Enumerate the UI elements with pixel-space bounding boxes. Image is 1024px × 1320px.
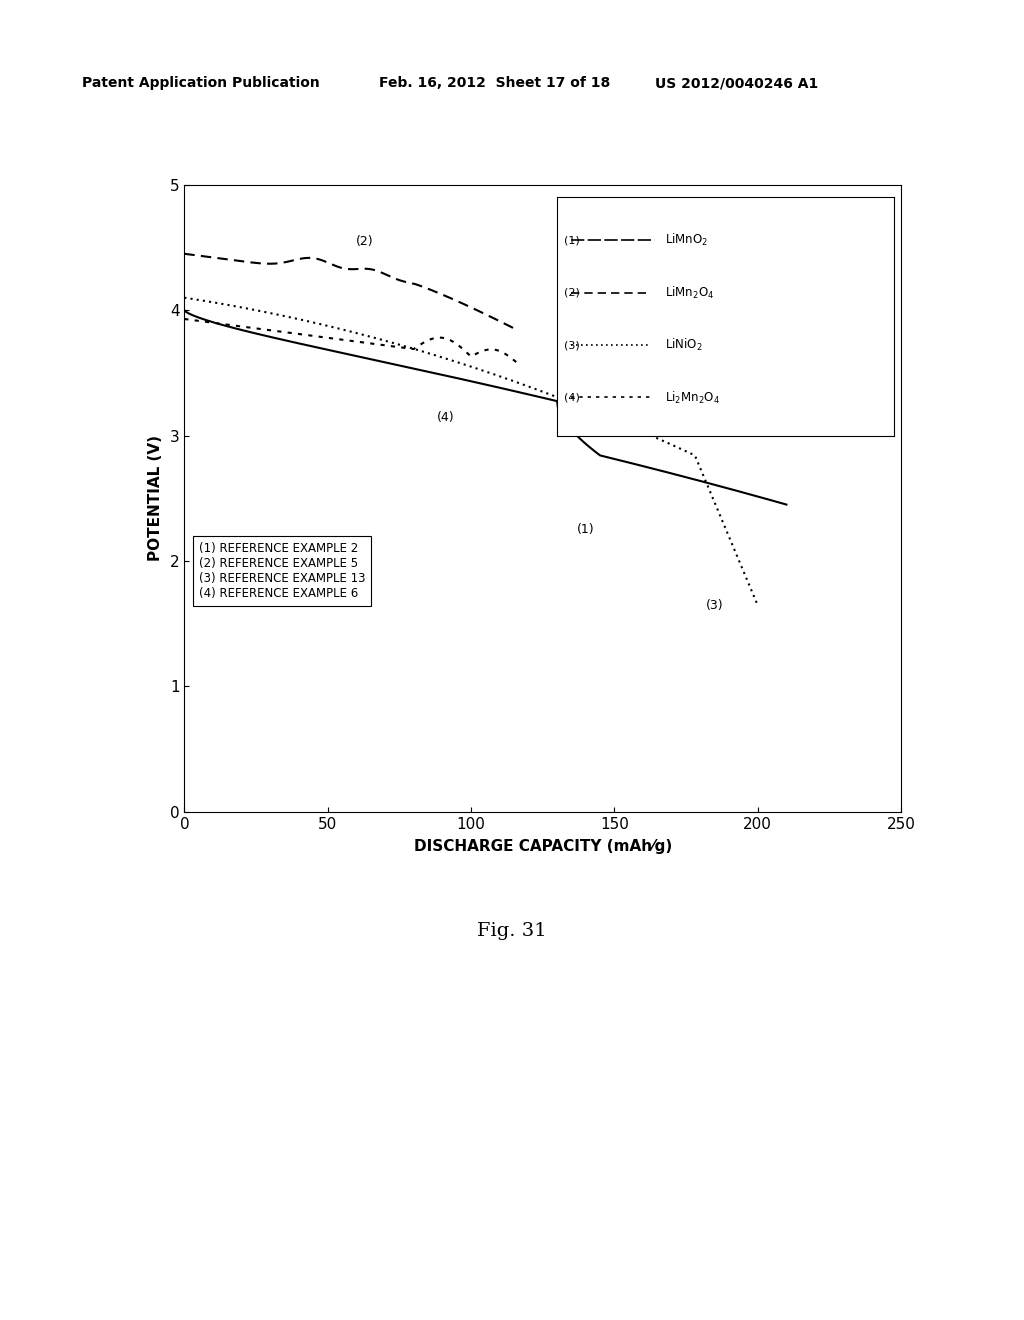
Text: Patent Application Publication: Patent Application Publication: [82, 77, 319, 90]
Y-axis label: POTENTIAL (V): POTENTIAL (V): [147, 436, 163, 561]
Text: (2): (2): [356, 235, 374, 248]
Text: Feb. 16, 2012  Sheet 17 of 18: Feb. 16, 2012 Sheet 17 of 18: [379, 77, 610, 90]
X-axis label: DISCHARGE CAPACITY (mAh⁄g): DISCHARGE CAPACITY (mAh⁄g): [414, 838, 672, 854]
Text: Fig. 31: Fig. 31: [477, 921, 547, 940]
Text: (4): (4): [436, 411, 455, 424]
Text: (1): (1): [578, 524, 595, 536]
Text: (1) REFERENCE EXAMPLE 2
(2) REFERENCE EXAMPLE 5
(3) REFERENCE EXAMPLE 13
(4) REF: (1) REFERENCE EXAMPLE 2 (2) REFERENCE EX…: [199, 543, 366, 601]
Text: US 2012/0040246 A1: US 2012/0040246 A1: [655, 77, 818, 90]
Text: (3): (3): [707, 599, 724, 611]
